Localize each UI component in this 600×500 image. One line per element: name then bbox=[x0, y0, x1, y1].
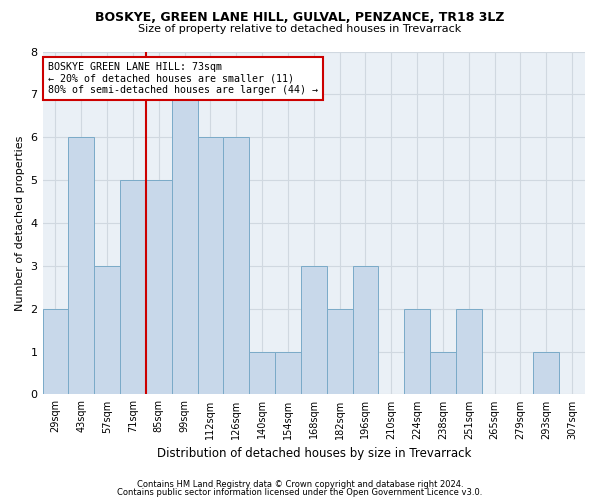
Y-axis label: Number of detached properties: Number of detached properties bbox=[15, 136, 25, 310]
Bar bbox=[430, 352, 456, 395]
Bar bbox=[223, 137, 249, 394]
X-axis label: Distribution of detached houses by size in Trevarrack: Distribution of detached houses by size … bbox=[157, 447, 471, 460]
Bar bbox=[120, 180, 146, 394]
Text: BOSKYE, GREEN LANE HILL, GULVAL, PENZANCE, TR18 3LZ: BOSKYE, GREEN LANE HILL, GULVAL, PENZANC… bbox=[95, 11, 505, 24]
Bar bbox=[326, 308, 353, 394]
Text: Contains public sector information licensed under the Open Government Licence v3: Contains public sector information licen… bbox=[118, 488, 482, 497]
Bar bbox=[146, 180, 172, 394]
Bar bbox=[43, 308, 68, 394]
Text: BOSKYE GREEN LANE HILL: 73sqm
← 20% of detached houses are smaller (11)
80% of s: BOSKYE GREEN LANE HILL: 73sqm ← 20% of d… bbox=[48, 62, 318, 95]
Bar bbox=[533, 352, 559, 395]
Text: Contains HM Land Registry data © Crown copyright and database right 2024.: Contains HM Land Registry data © Crown c… bbox=[137, 480, 463, 489]
Bar bbox=[404, 308, 430, 394]
Bar bbox=[94, 266, 120, 394]
Bar bbox=[172, 94, 197, 395]
Bar bbox=[353, 266, 379, 394]
Bar bbox=[275, 352, 301, 395]
Bar bbox=[249, 352, 275, 395]
Bar bbox=[456, 308, 482, 394]
Bar bbox=[301, 266, 326, 394]
Bar bbox=[197, 137, 223, 394]
Bar bbox=[68, 137, 94, 394]
Text: Size of property relative to detached houses in Trevarrack: Size of property relative to detached ho… bbox=[139, 24, 461, 34]
